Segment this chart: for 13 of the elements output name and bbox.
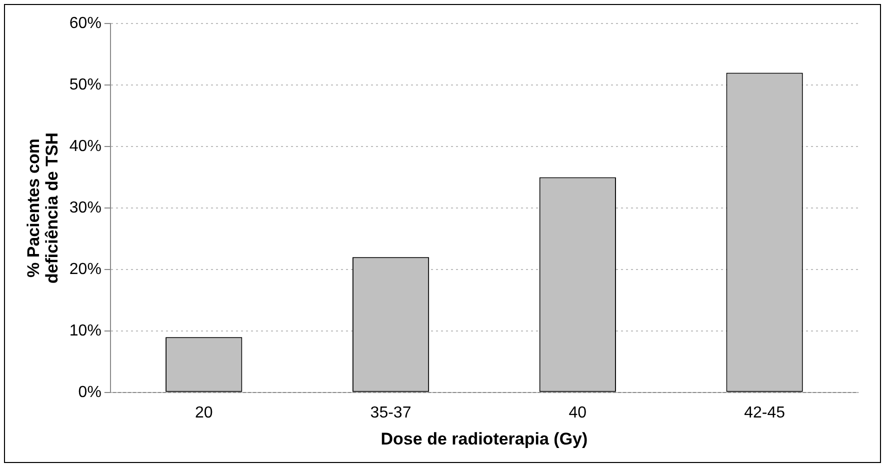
x-tick-label: 40 <box>568 404 587 422</box>
y-axis-title: % Pacientes com deficiência de TSH <box>24 132 62 284</box>
y-tick-label: 60% <box>69 15 102 32</box>
y-tick-label: 50% <box>69 76 102 94</box>
y-tick-label: 0% <box>78 384 102 401</box>
x-tick-label: 35-37 <box>370 404 412 422</box>
x-tick-label: 42-45 <box>744 404 786 422</box>
x-axis-title: Dose de radioterapia (Gy) <box>380 429 588 448</box>
y-tick-label: 40% <box>69 138 102 155</box>
y-tick-label: 30% <box>69 199 102 216</box>
x-tick-label: 20 <box>194 404 213 422</box>
y-tick-label: 20% <box>69 260 102 278</box>
y-tick-label: 10% <box>69 322 102 340</box>
